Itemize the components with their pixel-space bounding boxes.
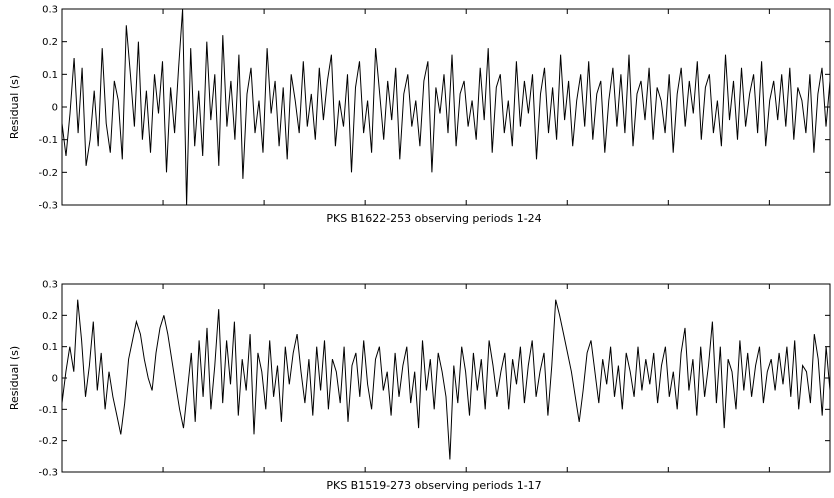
y-tick-label-bottom: -0.3	[38, 468, 58, 479]
y-tick-label-top: 0	[52, 103, 58, 114]
y-tick-label-bottom: 0.2	[42, 311, 58, 322]
y-tick-label-bottom: 0	[52, 374, 58, 385]
x-axis-label-bottom: PKS B1519-273 observing periods 1-17	[326, 479, 541, 492]
y-tick-label-top: -0.1	[38, 135, 58, 146]
y-tick-label-bottom: -0.1	[38, 405, 58, 416]
x-ticks-top	[61, 9, 770, 205]
y-tick-label-bottom: 0.1	[42, 342, 58, 353]
y-tick-label-top: 0.1	[42, 70, 58, 81]
y-tick-label-bottom: 0.3	[42, 280, 58, 291]
x-ticks-bottom	[61, 284, 770, 472]
y-tick-label-top: 0.3	[42, 5, 58, 16]
y-tick-label-bottom: -0.2	[38, 436, 58, 447]
y-ticks-bottom: 0.3 0.2 0.1 0 -0.1 -0.2 -0.3	[38, 280, 830, 479]
y-tick-label-top: -0.2	[38, 168, 58, 179]
y-tick-label-top: -0.3	[38, 201, 58, 212]
x-axis-label-top: PKS B1622-253 observing periods 1-24	[326, 212, 541, 225]
series-line-bottom	[61, 299, 831, 460]
y-tick-label-top: 0.2	[42, 37, 58, 48]
chart-panel-bottom: 0.3 0.2 0.1 0 -0.1 -0.2 -0.3 Residual (s) PKS …	[8, 280, 831, 492]
y-axis-label-top: Residual (s)	[8, 75, 21, 139]
chart-panel-top: 0.3 0.2 0.1 0 -0.1 -0.2 -0.3 Residual (s) PKS …	[8, 5, 831, 225]
y-axis-label-bottom: Residual (s)	[8, 346, 21, 410]
series-line-top	[61, 8, 831, 206]
